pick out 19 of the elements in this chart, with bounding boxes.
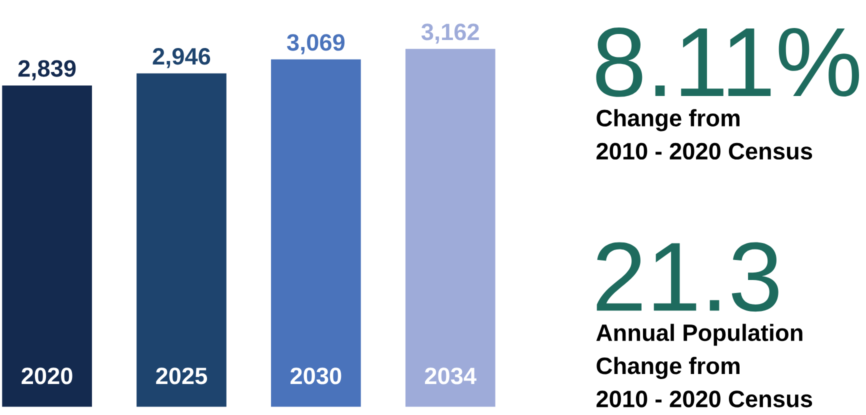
text: Change from	[596, 109, 740, 132]
x-tick-label: 2025	[156, 368, 208, 384]
bar	[405, 49, 496, 407]
text: 8.11%	[596, 28, 860, 98]
data-label: 3,069	[287, 34, 345, 54]
x-tick-label: 2030	[290, 368, 342, 384]
data-label: 2,946	[152, 48, 210, 68]
text: 21.3	[596, 242, 778, 312]
text: Change from	[596, 357, 740, 380]
bar	[136, 74, 226, 407]
text: 2010 - 2020 Census	[596, 390, 812, 408]
bar	[271, 60, 361, 407]
x-tick-label: 2020	[22, 368, 72, 384]
x-tick-label: 2034	[424, 368, 476, 384]
bar	[2, 86, 92, 407]
data-label: 3,162	[421, 24, 479, 44]
text: 2010 - 2020 Census	[596, 143, 812, 160]
text: Annual Population	[596, 324, 802, 346]
data-label: 2,839	[18, 60, 76, 80]
